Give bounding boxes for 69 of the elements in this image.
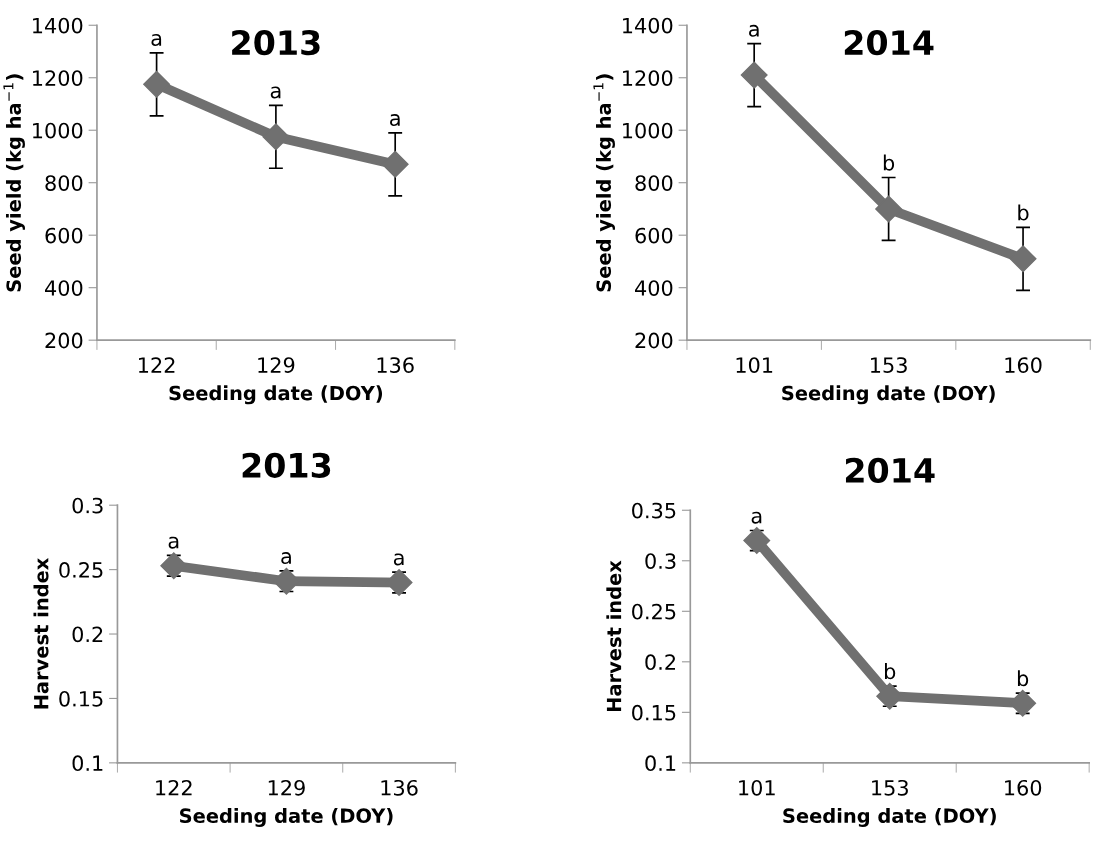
y-tick-label: 0.35: [632, 502, 676, 519]
x-axis-title: Seeding date (DOY): [783, 808, 996, 827]
annotation: a: [270, 86, 281, 99]
y-tick-label: 800: [45, 175, 83, 191]
x-axis-title: Seeding date (DOY): [180, 808, 393, 827]
point: [262, 123, 290, 151]
y-axis-title: Harvest index: [606, 560, 622, 712]
y-tick-label: 1200: [33, 70, 83, 86]
y-tick-label: 0.1: [72, 755, 103, 772]
y-tick-label: 0.3: [72, 497, 103, 514]
annotation: b: [885, 663, 896, 680]
x-tick-label: 122: [139, 357, 175, 373]
annotation: a: [751, 511, 762, 524]
y-tick-label: 0.2: [72, 626, 103, 643]
point: [743, 527, 771, 555]
x-axis-title: Seeding date (DOY): [169, 385, 383, 405]
y-tick-label: 0.15: [632, 704, 676, 721]
y-tick-label: 1000: [33, 122, 83, 139]
x-tick-label: 160: [1005, 357, 1042, 373]
annotation: a: [749, 24, 759, 37]
annotation: a: [168, 536, 179, 549]
point: [160, 552, 188, 580]
y-tick-label: 1000: [623, 122, 673, 139]
y-tick-label: 600: [635, 227, 673, 244]
x-tick-label: 153: [872, 779, 908, 796]
chart-title: 2014: [844, 29, 934, 56]
x-tick-label: 129: [258, 357, 295, 373]
point: [740, 61, 768, 89]
x-tick-label: 101: [739, 779, 775, 796]
y-tick-label: 400: [635, 280, 673, 296]
chart-title: 2013: [232, 29, 320, 56]
y-tick-label: 0.15: [59, 690, 103, 707]
x-axis-title: Seeding date (DOY): [782, 385, 995, 405]
y-tick-label: 400: [45, 280, 83, 296]
point: [381, 150, 409, 178]
point: [875, 195, 903, 223]
y-axis-title: Seed yield (kg ha$^{−1}$): [3, 74, 25, 292]
y-tick-label: 0.1: [645, 755, 676, 772]
annotation: a: [390, 114, 400, 127]
y-axis-title: Seed yield (kg ha$^{−1}$): [593, 74, 615, 292]
annotation: b: [1017, 670, 1029, 687]
x-tick-label: 160: [1005, 779, 1042, 796]
x-tick-label: 122: [156, 779, 192, 796]
x-tick-label: 136: [377, 357, 414, 373]
y-tick-label: 1200: [623, 70, 673, 86]
x-tick-label: 129: [268, 779, 305, 796]
y-tick-label: 1400: [33, 17, 83, 34]
x-tick-label: 101: [736, 357, 773, 373]
y-tick-label: 800: [635, 175, 673, 191]
y-tick-label: 200: [635, 332, 673, 349]
y-tick-label: 0.25: [632, 603, 676, 620]
chart-title: 2014: [845, 457, 935, 483]
point: [143, 70, 171, 98]
chart-title: 2013: [242, 452, 331, 478]
point: [1009, 245, 1037, 273]
annotation: a: [151, 34, 162, 46]
y-tick-label: 0.3: [645, 553, 676, 569]
y-tick-label: 600: [45, 227, 83, 244]
annotation: b: [883, 154, 895, 171]
x-tick-label: 153: [871, 357, 907, 373]
annotation: a: [393, 553, 404, 566]
x-tick-label: 136: [381, 779, 418, 796]
y-axis-title: Harvest index: [33, 558, 49, 709]
y-tick-label: 1400: [623, 17, 673, 34]
y-tick-label: 0.2: [645, 654, 675, 671]
y-tick-label: 0.25: [59, 562, 103, 578]
annotation: b: [1018, 204, 1029, 221]
annotation: a: [281, 552, 291, 565]
y-tick-label: 200: [45, 332, 83, 349]
